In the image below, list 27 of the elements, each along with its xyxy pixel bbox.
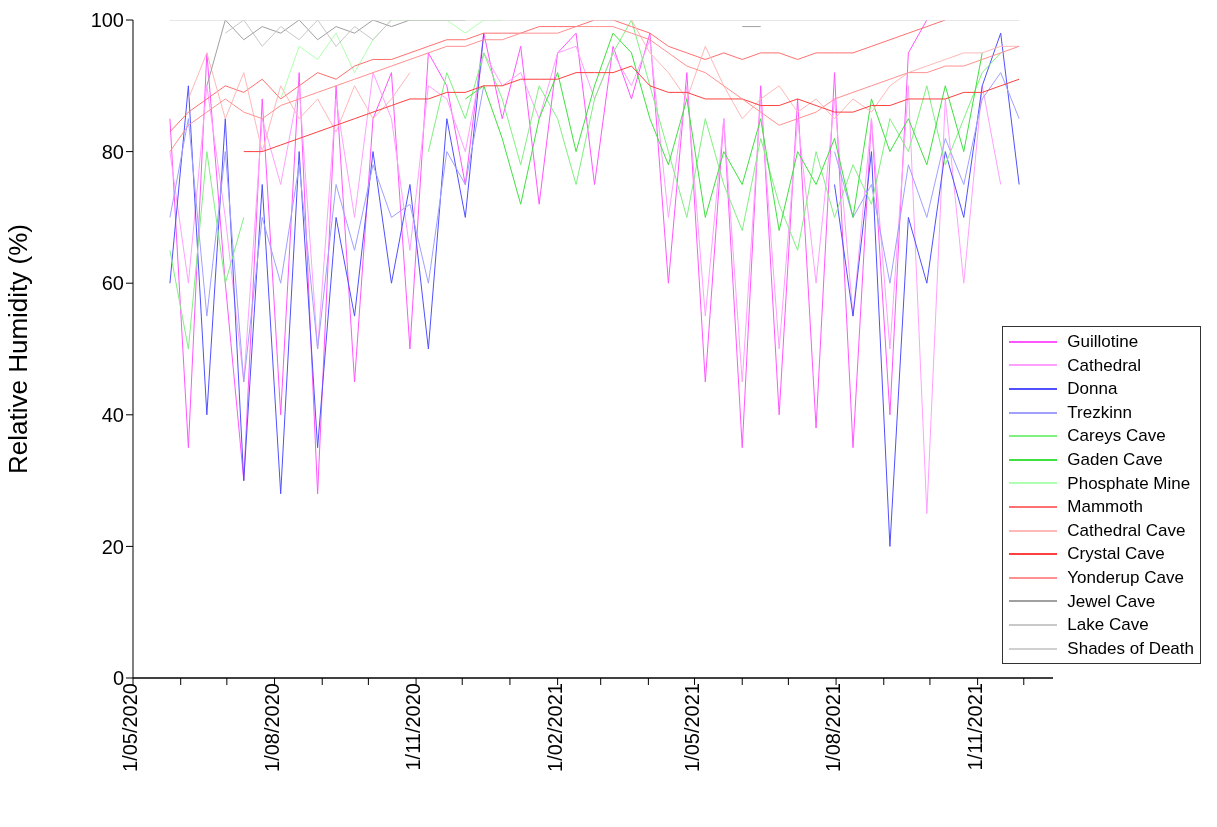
legend-label: Crystal Cave (1067, 543, 1165, 566)
x-tick-label: 1/11/2021 (963, 683, 986, 771)
legend-label: Cathedral (1067, 354, 1142, 377)
legend-label: Lake Cave (1067, 614, 1149, 637)
legend-label: Phosphate Mine (1067, 472, 1191, 495)
legend-label: Guillotine (1067, 331, 1139, 353)
x-tick-label: 1/08/2021 (822, 683, 845, 772)
y-tick-label: 60 (101, 272, 124, 295)
legend-label: Yonderup Cave (1067, 566, 1184, 589)
y-tick-label: 40 (101, 403, 124, 426)
x-tick-label: 1/02/2021 (543, 683, 566, 772)
legend-label: Jewel Cave (1067, 590, 1156, 613)
y-tick-label: 20 (101, 535, 124, 558)
x-tick-label: 1/11/2020 (402, 683, 425, 771)
legend-label: Shades of Death (1067, 637, 1194, 660)
x-tick-label: 1/08/2020 (260, 683, 283, 772)
legend-label: Cathedral Cave (1067, 519, 1186, 542)
legend-label: Gaden Cave (1067, 448, 1163, 471)
legend-label: Careys Cave (1067, 425, 1166, 448)
legend-label: Donna (1067, 378, 1118, 401)
legend-label: Mammoth (1067, 496, 1143, 519)
y-tick-label: 100 (90, 9, 124, 32)
legend-label: Trezkinn (1067, 401, 1132, 424)
y-tick-label: 80 (101, 140, 124, 163)
y-axis-title: Relative Humidity (%) (3, 224, 34, 474)
x-tick-label: 1/05/2021 (680, 683, 703, 772)
y-tick-label: 0 (112, 667, 124, 690)
